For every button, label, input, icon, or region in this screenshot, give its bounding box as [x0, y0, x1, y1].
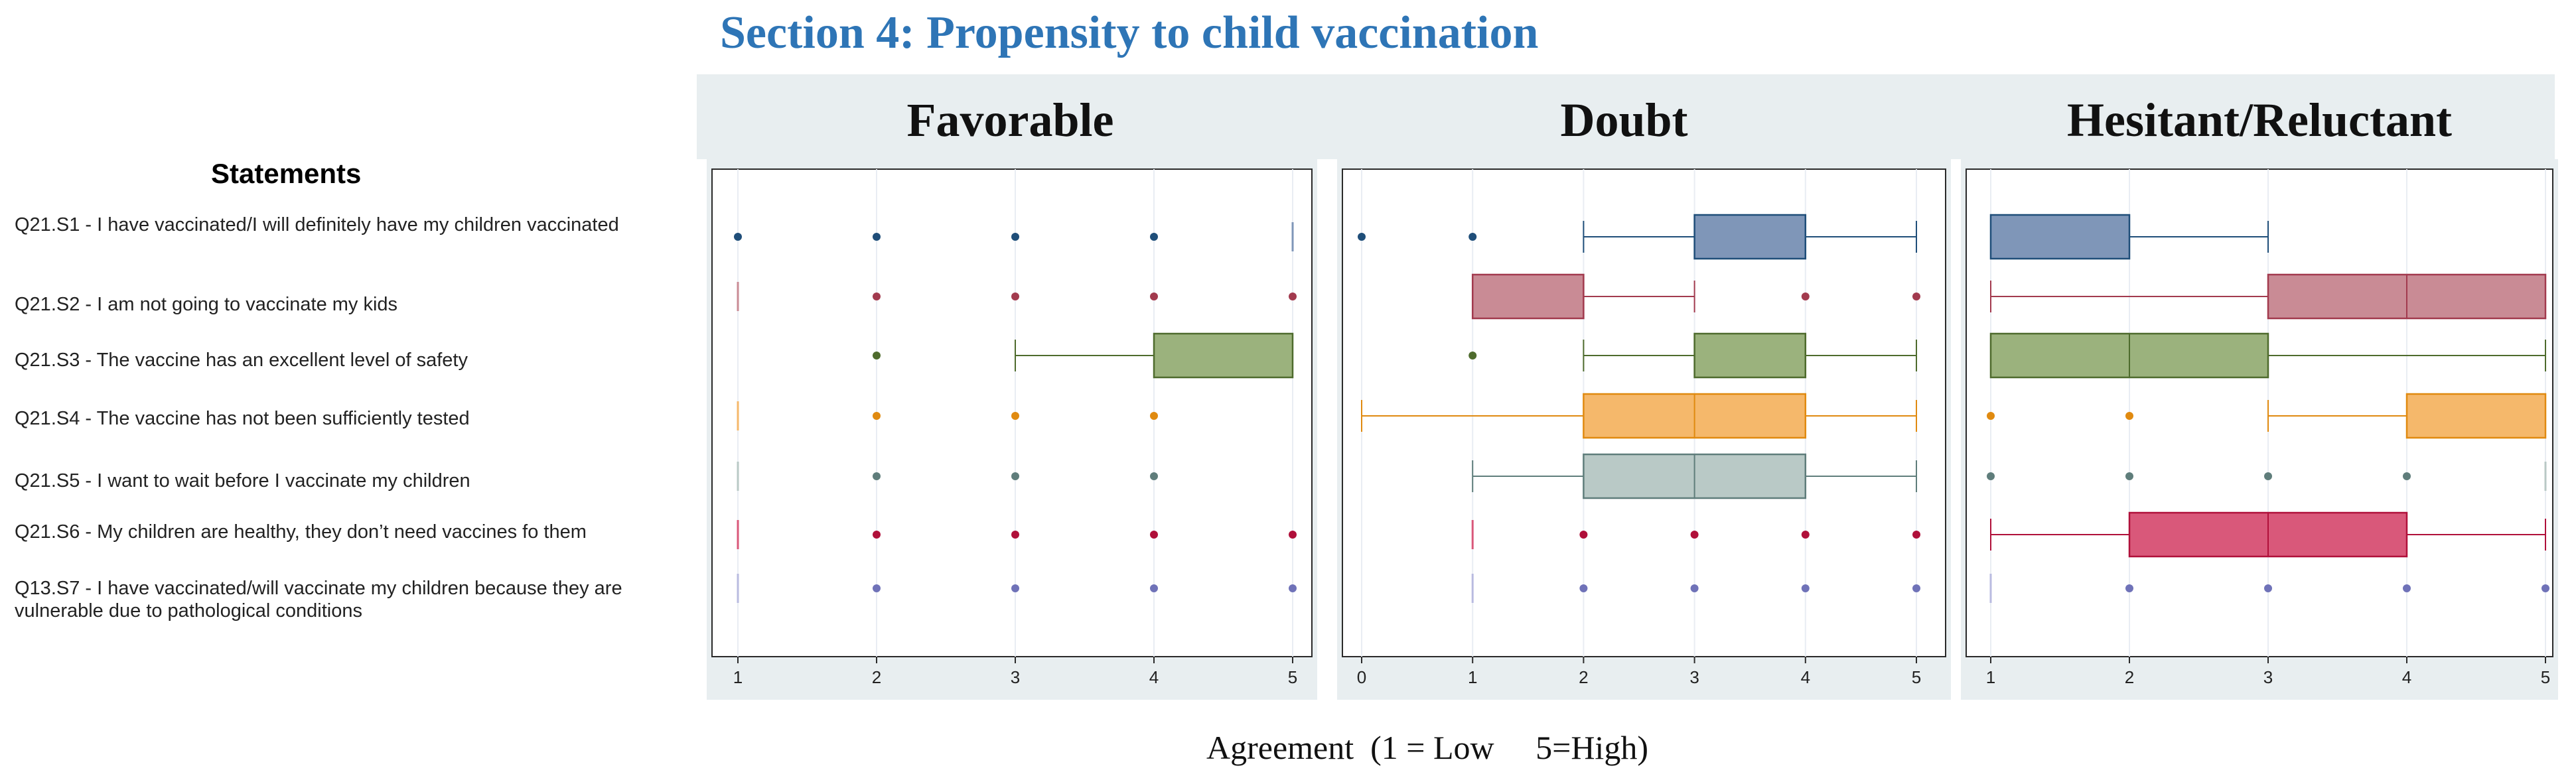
outlier-favorable-s1-2: [873, 233, 881, 241]
tick-label-doubt-0: 0: [1357, 667, 1366, 687]
facet-title-doubt: Doubt: [1560, 94, 1688, 147]
outlier-favorable-s5-4: [1150, 472, 1158, 480]
outlier-hesitant-reluctant-s5-3: [2264, 472, 2272, 480]
outlier-favorable-s4-3: [1011, 412, 1019, 420]
outlier-favorable-s2-2: [873, 293, 881, 300]
outlier-favorable-s6-4: [1150, 531, 1158, 539]
outlier-doubt-s7-2: [1579, 584, 1588, 592]
plot-area-favorable: [711, 168, 1313, 657]
facet-title-hesitant: Hesitant/Reluctant: [2067, 94, 2452, 147]
outlier-favorable-s2-5: [1289, 293, 1297, 300]
statement-label-s6: Q21.S6 - My children are healthy, they d…: [15, 521, 587, 543]
outlier-doubt-s2-5: [1912, 293, 1920, 300]
tick-label-favorable-3: 3: [1011, 667, 1020, 687]
outlier-doubt-s6-2: [1579, 531, 1588, 539]
outlier-doubt-s6-3: [1690, 531, 1699, 539]
statement-label-s2: Q21.S2 - I am not going to vaccinate my …: [15, 294, 398, 315]
outlier-doubt-s1-0: [1358, 233, 1366, 241]
outlier-doubt-s7-3: [1690, 584, 1699, 592]
tick-label-favorable-4: 4: [1149, 667, 1159, 687]
box-hesitant-reluctant-s1: [1989, 214, 2131, 260]
statement-label-s5: Q21.S5 - I want to wait before I vaccina…: [15, 470, 470, 491]
tick-label-doubt-1: 1: [1468, 667, 1477, 687]
facet-header-band: [697, 74, 2555, 159]
outlier-favorable-s2-4: [1150, 293, 1158, 300]
box-favorable-s3: [1153, 332, 1294, 379]
outlier-hesitant-reluctant-s5-1: [1987, 472, 1995, 480]
outlier-favorable-s1-3: [1011, 233, 1019, 241]
statement-label-s7: Q13.S7 - I have vaccinated/will vaccinat…: [15, 578, 622, 621]
outlier-favorable-s1-1: [734, 233, 742, 241]
tick-label-doubt-5: 5: [1912, 667, 1921, 687]
outlier-favorable-s7-2: [873, 584, 881, 592]
statements-heading: Statements: [211, 158, 362, 189]
outlier-favorable-s7-5: [1289, 584, 1297, 592]
outlier-favorable-s6-5: [1289, 531, 1297, 539]
outlier-doubt-s7-4: [1801, 584, 1810, 592]
box-doubt-s2: [1471, 273, 1585, 320]
outlier-hesitant-reluctant-s4-2: [2125, 412, 2133, 420]
outlier-hesitant-reluctant-s7-5: [2541, 584, 2549, 592]
box-doubt-s1: [1693, 214, 1807, 260]
tick-label-hesitant-reluctant-4: 4: [2402, 667, 2411, 687]
outlier-favorable-s5-2: [873, 472, 881, 480]
section-title: Section 4: Propensity to child vaccinati…: [720, 7, 1539, 58]
tick-label-hesitant-reluctant-1: 1: [1986, 667, 1995, 687]
outlier-hesitant-reluctant-s7-2: [2125, 584, 2133, 592]
outlier-favorable-s6-2: [873, 531, 881, 539]
statement-label-s1: Q21.S1 - I have vaccinated/I will defini…: [15, 214, 619, 235]
outlier-hesitant-reluctant-s5-2: [2125, 472, 2133, 480]
tick-label-hesitant-reluctant-5: 5: [2541, 667, 2550, 687]
tick-label-favorable-1: 1: [733, 667, 743, 687]
outlier-doubt-s6-5: [1912, 531, 1920, 539]
outlier-favorable-s7-3: [1011, 584, 1019, 592]
outlier-doubt-s1-1: [1468, 233, 1477, 241]
outlier-favorable-s7-4: [1150, 584, 1158, 592]
outlier-hesitant-reluctant-s4-1: [1987, 412, 1995, 420]
outlier-favorable-s4-2: [873, 412, 881, 420]
box-hesitant-reluctant-s4: [2405, 393, 2547, 439]
x-axis-caption: Agreement (1 = Low 5=High): [1206, 729, 1648, 766]
outlier-doubt-s7-5: [1912, 584, 1920, 592]
outlier-hesitant-reluctant-s7-4: [2403, 584, 2411, 592]
statement-label-s4: Q21.S4 - The vaccine has not been suffic…: [15, 408, 470, 429]
outlier-hesitant-reluctant-s7-3: [2264, 584, 2272, 592]
tick-label-doubt-4: 4: [1801, 667, 1810, 687]
outlier-favorable-s2-3: [1011, 293, 1019, 300]
outlier-favorable-s6-3: [1011, 531, 1019, 539]
outlier-favorable-s1-4: [1150, 233, 1158, 241]
tick-label-favorable-2: 2: [872, 667, 881, 687]
facet-title-favorable: Favorable: [906, 94, 1114, 147]
tick-label-hesitant-reluctant-2: 2: [2125, 667, 2134, 687]
statement-label-s3: Q21.S3 - The vaccine has an excellent le…: [15, 350, 468, 371]
outlier-doubt-s3-1: [1468, 352, 1477, 359]
tick-label-doubt-2: 2: [1579, 667, 1588, 687]
outlier-doubt-s2-4: [1801, 293, 1810, 300]
tick-label-hesitant-reluctant-3: 3: [2263, 667, 2273, 687]
tick-label-doubt-3: 3: [1689, 667, 1699, 687]
box-doubt-s3: [1693, 332, 1807, 379]
outlier-doubt-s6-4: [1801, 531, 1810, 539]
tick-label-favorable-5: 5: [1288, 667, 1297, 687]
outlier-favorable-s5-3: [1011, 472, 1019, 480]
outlier-favorable-s3-2: [873, 352, 881, 359]
outlier-favorable-s4-4: [1150, 412, 1158, 420]
outlier-hesitant-reluctant-s5-4: [2403, 472, 2411, 480]
